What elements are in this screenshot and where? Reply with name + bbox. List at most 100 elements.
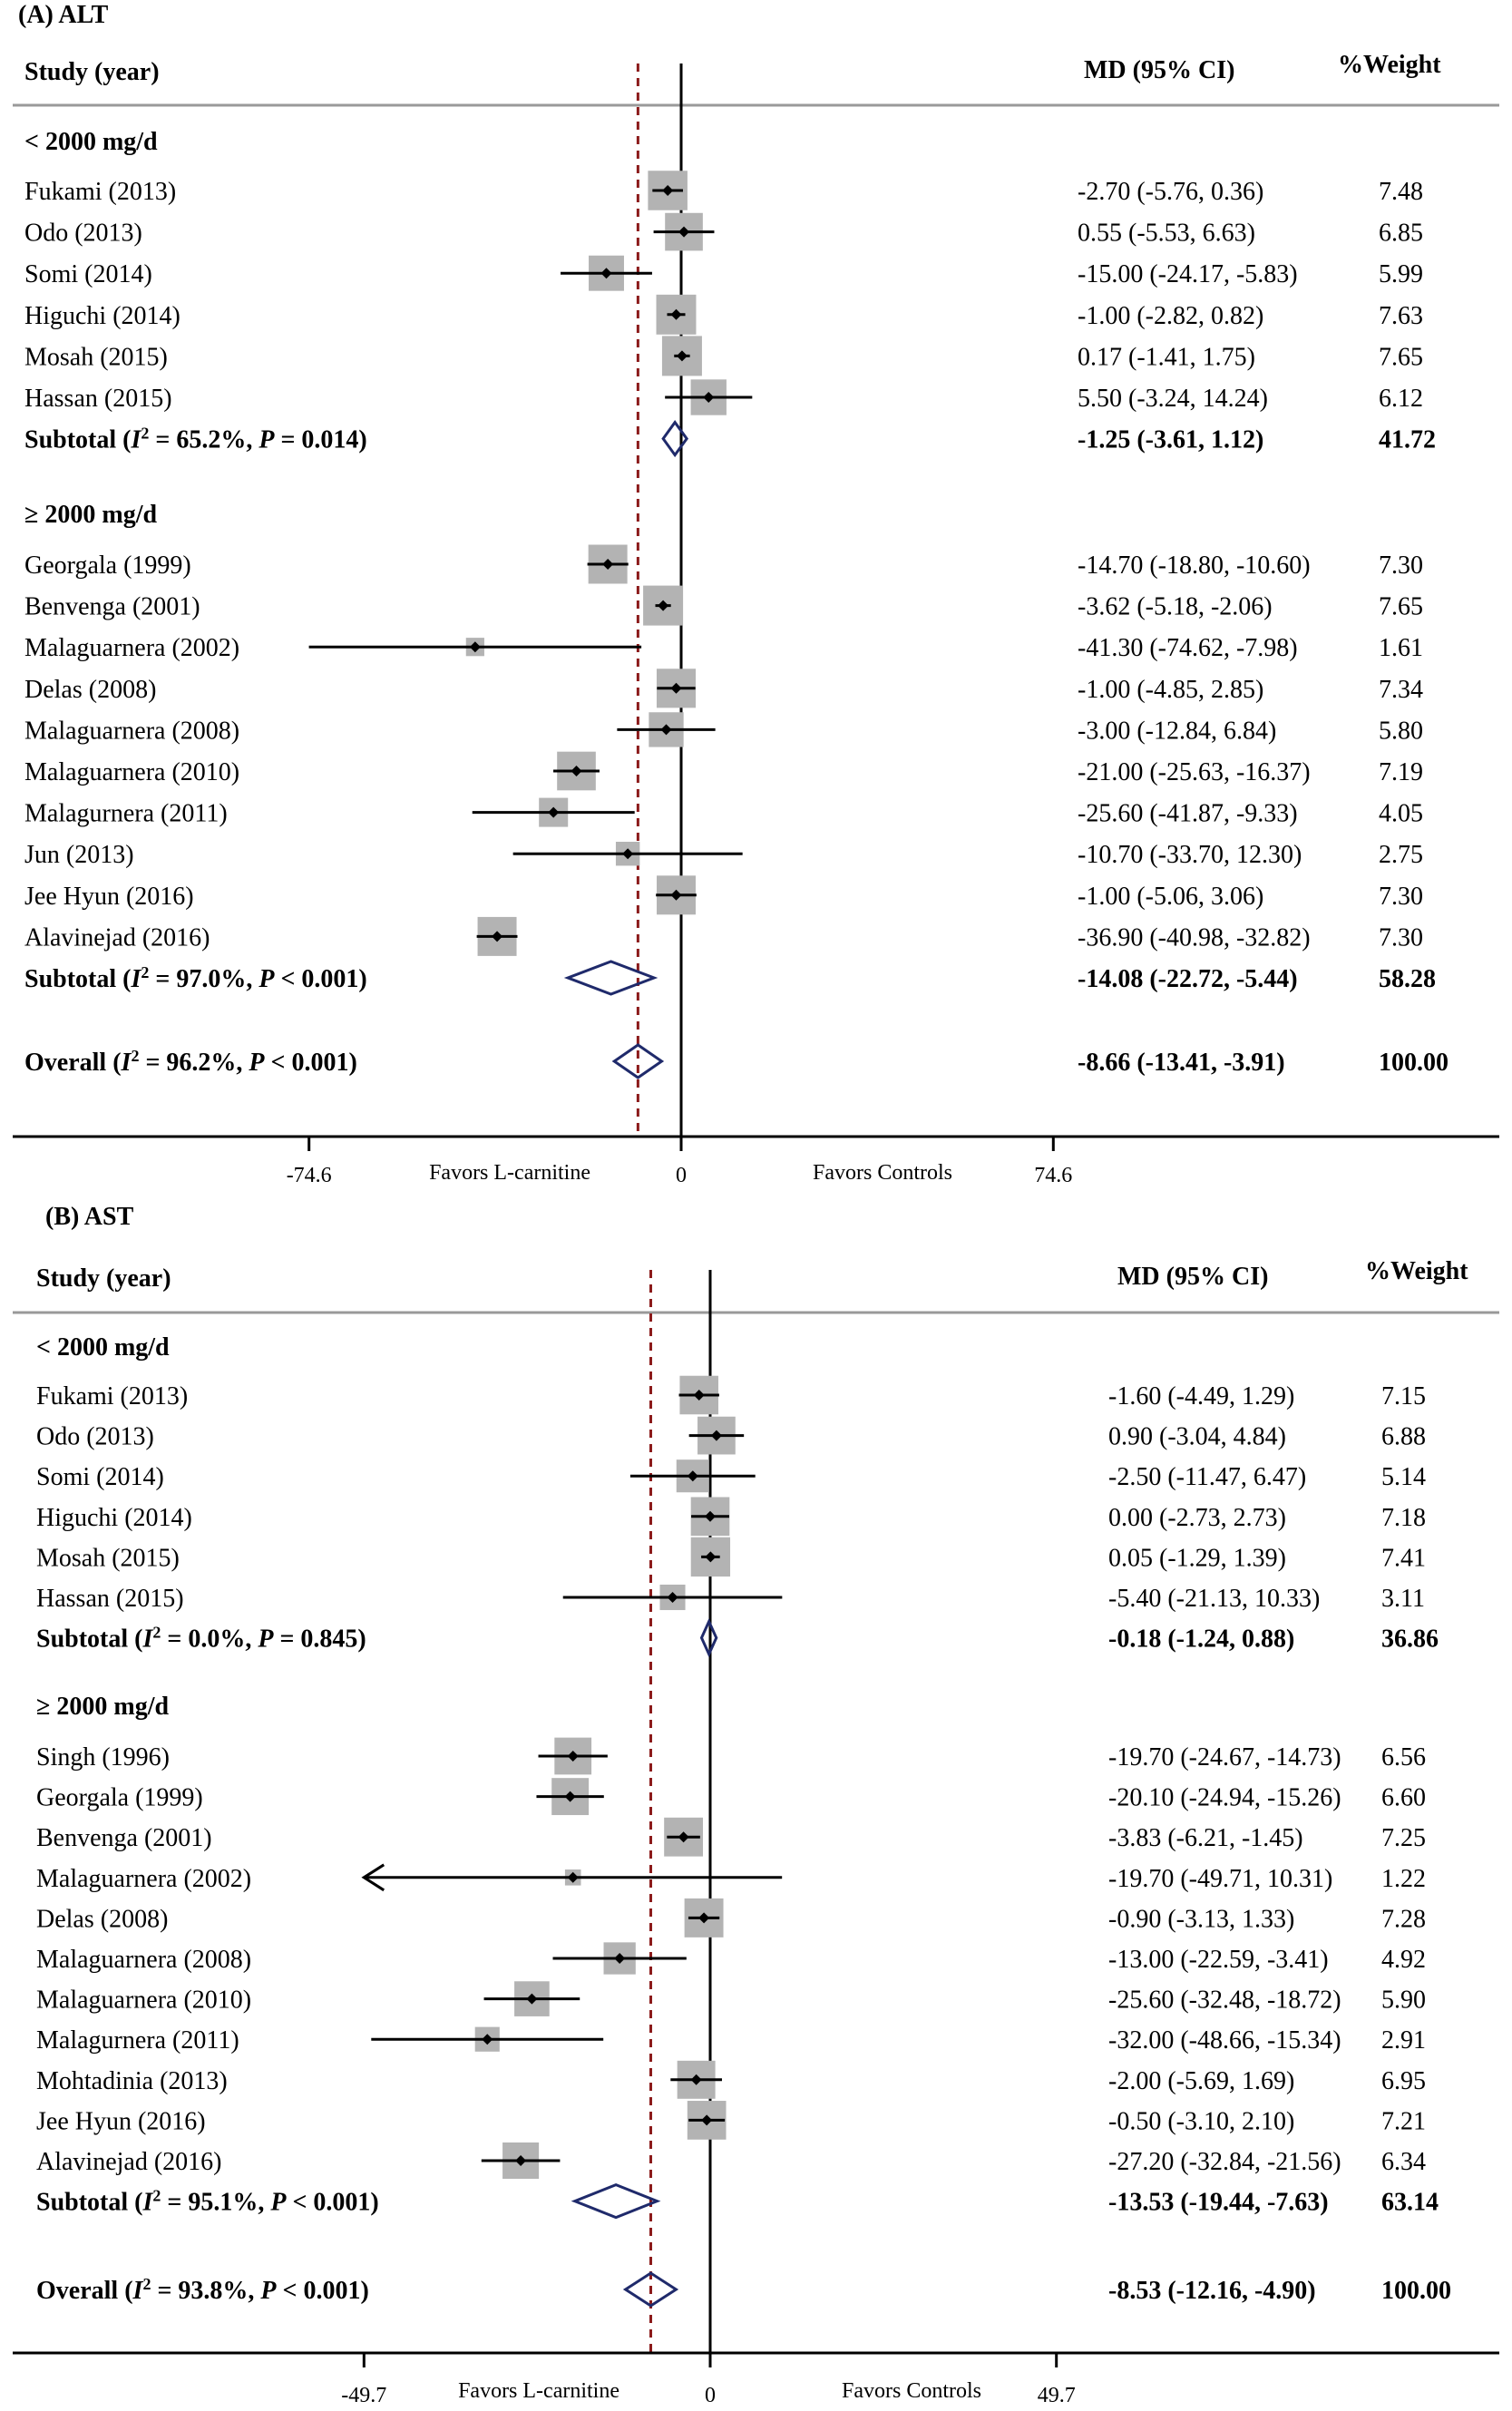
subtotal-label-prefix: Subtotal ( xyxy=(24,426,131,454)
study-md-ci: 0.00 (-2.73, 2.73) xyxy=(1108,1504,1286,1532)
study-name: Alavinejad (2016) xyxy=(24,923,210,952)
study-md-ci: -19.70 (-24.67, -14.73) xyxy=(1108,1743,1341,1772)
subtotal-label-p-value: = 0.014) xyxy=(274,426,366,454)
study-row: Delas (2008) -0.90 (-3.13, 1.33) 7.28 xyxy=(36,1898,1426,1938)
study-md-ci: -13.00 (-22.59, -3.41) xyxy=(1108,1946,1329,1974)
study-point-estimate xyxy=(701,2114,713,2126)
x-axis-tick-label: 49.7 xyxy=(1038,2384,1076,2407)
subtotal-diamond xyxy=(661,420,689,458)
subtotal-label-p-value: < 0.001) xyxy=(274,965,366,993)
overall-diamond xyxy=(622,2271,679,2308)
study-md-ci: -3.62 (-5.18, -2.06) xyxy=(1078,593,1273,621)
study-point-estimate xyxy=(602,559,614,570)
study-md-ci: -15.00 (-24.17, -5.83) xyxy=(1078,260,1298,288)
study-name: Delas (2008) xyxy=(36,1905,168,1933)
study-point-estimate xyxy=(667,1592,678,1603)
study-weight: 2.75 xyxy=(1379,841,1423,869)
study-point-estimate xyxy=(526,1993,538,2005)
study-name: Hassan (2015) xyxy=(36,1585,184,1613)
study-md-ci: -2.00 (-5.69, 1.69) xyxy=(1108,2067,1294,2095)
study-weight: 7.41 xyxy=(1381,1544,1426,1572)
study-name: Higuchi (2014) xyxy=(36,1504,192,1532)
study-weight: 5.14 xyxy=(1381,1463,1426,1491)
study-weight: 2.91 xyxy=(1381,2026,1426,2055)
study-point-estimate xyxy=(548,806,560,818)
study-row: Jun (2013) -10.70 (-33.70, 12.30) 2.75 xyxy=(24,841,1423,869)
study-name: Georgala (1999) xyxy=(24,552,191,580)
x-axis-tick-label: -74.6 xyxy=(287,1164,332,1187)
study-md-ci: 0.05 (-1.29, 1.39) xyxy=(1108,1544,1286,1572)
study-name: Malaguarnera (2010) xyxy=(36,1986,251,2015)
study-md-ci: 5.50 (-3.24, 14.24) xyxy=(1078,385,1268,413)
subtotal-label-p-value: = 0.845) xyxy=(273,1625,366,1654)
x-axis-tick-label: 0 xyxy=(705,2384,716,2407)
study-row: Somi (2014) -2.50 (-11.47, 6.47) 5.14 xyxy=(36,1459,1426,1493)
study-point-estimate xyxy=(571,766,582,776)
study-row: Malaguarnera (2008) -3.00 (-12.84, 6.84) 5… xyxy=(24,712,1423,747)
column-header-md: MD (95% CI) xyxy=(1084,56,1234,84)
study-point-estimate xyxy=(676,350,688,362)
study-row: Malaguarnera (2008) -13.00 (-22.59, -3.41… xyxy=(36,1942,1426,1975)
subtotal-weight: 63.14 xyxy=(1381,2189,1439,2217)
x-axis-tick-label: -49.7 xyxy=(341,2384,386,2407)
i-squared-superscript: 2 xyxy=(141,963,149,981)
study-name: Malaguarnera (2002) xyxy=(24,634,239,662)
study-point-estimate xyxy=(705,1551,717,1563)
study-md-ci: -41.30 (-74.62, -7.98) xyxy=(1078,634,1298,662)
study-name: Malaguarnera (2010) xyxy=(24,758,239,786)
subtotal-label: Subtotal (I2 = 65.2%, P = 0.014) xyxy=(24,425,367,454)
study-md-ci: -32.00 (-48.66, -15.34) xyxy=(1108,2026,1341,2055)
study-weight: 7.30 xyxy=(1379,923,1423,952)
study-md-ci: -20.10 (-24.94, -15.26) xyxy=(1108,1784,1341,1812)
p-label: P xyxy=(248,1049,265,1077)
study-row: Malaguarnera (2010) -25.60 (-32.48, -18.7… xyxy=(36,1981,1426,2016)
study-weight: 7.65 xyxy=(1379,593,1423,621)
study-md-ci: -5.40 (-21.13, 10.33) xyxy=(1108,1585,1320,1613)
subtotal-diamond xyxy=(563,960,658,996)
panel-letter: (A) xyxy=(18,1,54,29)
study-row: Malaguarnera (2002) -19.70 (-49.71, 10.31… xyxy=(36,1863,1426,1893)
study-row: Malagurnera (2011) -25.60 (-41.87, -9.33)… xyxy=(24,797,1423,828)
study-weight: 7.30 xyxy=(1379,883,1423,911)
p-label: P xyxy=(258,965,275,993)
study-md-ci: -0.90 (-3.13, 1.33) xyxy=(1108,1905,1294,1933)
forest-panel-ast: (B) AST Study (year) MD (95% CI) %Weight < 2… xyxy=(13,1203,1499,2407)
subtotal-label-prefix: Subtotal ( xyxy=(36,2189,142,2217)
group-header: ≥ 2000 mg/d xyxy=(36,1693,169,1721)
study-weight: 1.22 xyxy=(1381,1865,1426,1893)
study-weight: 4.05 xyxy=(1379,800,1423,828)
study-point-estimate xyxy=(710,1430,722,1441)
overall-label-i2-value: = 96.2%, xyxy=(139,1049,249,1077)
overall-weight: 100.00 xyxy=(1379,1049,1449,1077)
study-point-estimate xyxy=(705,1510,716,1522)
panel-letter: (B) xyxy=(45,1203,79,1231)
study-weight: 6.88 xyxy=(1381,1423,1426,1451)
favors-left-label: Favors L-carnitine xyxy=(429,1161,590,1185)
study-row: Mosah (2015) 0.17 (-1.41, 1.75) 7.65 xyxy=(24,336,1423,376)
p-label: P xyxy=(259,2277,277,2305)
study-md-ci: 0.55 (-5.53, 6.63) xyxy=(1078,220,1255,248)
i-squared-label: I xyxy=(130,426,141,454)
study-name: Malaguarnera (2008) xyxy=(24,717,239,745)
study-row: Malaguarnera (2002) -41.30 (-74.62, -7.98… xyxy=(24,634,1423,662)
study-name: Mosah (2015) xyxy=(36,1544,180,1572)
i-squared-label: I xyxy=(130,965,141,993)
study-point-estimate xyxy=(469,641,481,653)
subtotal-label: Subtotal (I2 = 97.0%, P < 0.001) xyxy=(24,963,367,993)
study-name: Somi (2014) xyxy=(24,260,152,288)
study-name: Somi (2014) xyxy=(36,1463,164,1491)
study-point-estimate xyxy=(658,600,669,611)
group-header: < 2000 mg/d xyxy=(36,1333,170,1362)
i-squared-superscript: 2 xyxy=(152,2187,161,2205)
subtotal-diamond xyxy=(571,2182,661,2220)
overall-label-p-value: < 0.001) xyxy=(277,2277,369,2305)
study-row: Jee Hyun (2016) -1.00 (-5.06, 3.06) 7.30 xyxy=(24,875,1423,915)
study-md-ci: -0.50 (-3.10, 2.10) xyxy=(1108,2107,1294,2135)
study-row: Somi (2014) -15.00 (-24.17, -5.83) 5.99 xyxy=(24,255,1423,291)
study-md-ci: -10.70 (-33.70, 12.30) xyxy=(1078,841,1302,869)
study-point-estimate xyxy=(614,1953,626,1964)
study-md-ci: -25.60 (-32.48, -18.72) xyxy=(1108,1986,1341,2015)
overall-label-i2-value: = 93.8%, xyxy=(151,2277,260,2305)
study-point-estimate xyxy=(567,1871,579,1883)
study-name: Odo (2013) xyxy=(24,220,142,248)
